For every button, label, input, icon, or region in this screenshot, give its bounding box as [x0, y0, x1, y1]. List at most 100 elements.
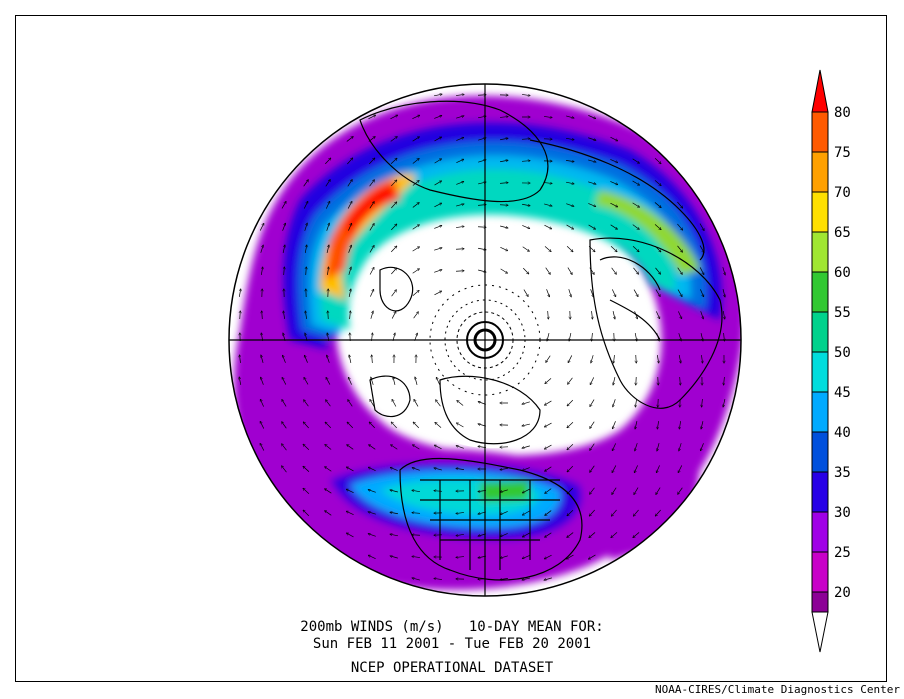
wind-arrow [548, 310, 549, 319]
colorbar-swatch [811, 151, 829, 193]
wind-arrow [390, 534, 398, 537]
wind-arrow [282, 223, 286, 231]
wind-arrow [434, 137, 441, 142]
wind-arrow [456, 204, 464, 207]
wind-arrow [546, 355, 551, 363]
wind-arrow [654, 245, 661, 252]
wind-arrow [436, 377, 440, 385]
wind-arrow [350, 311, 351, 320]
wind-arrow [566, 138, 574, 139]
wind-arrow [456, 468, 465, 469]
wind-arrow [610, 246, 617, 251]
wind-arrow [282, 377, 287, 385]
wind-arrow [567, 554, 574, 559]
wind-arrow [434, 226, 441, 229]
colorbar-tick-label: 30 [834, 505, 851, 521]
wind-arrow [699, 245, 704, 253]
wind-arrow [700, 311, 704, 319]
wind-arrow [456, 159, 463, 163]
colorbar-swatch [811, 351, 829, 393]
wind-arrow [521, 139, 530, 140]
wind-arrow [611, 267, 617, 274]
wind-arrow [522, 401, 530, 404]
wind-arrow [543, 183, 552, 184]
colorbar-swatch [811, 191, 829, 233]
wind-arrow [369, 202, 374, 209]
wind-arrow [325, 180, 330, 187]
wind-arrow [500, 533, 508, 536]
wind-arrow [566, 203, 574, 207]
wind-arrow [369, 246, 374, 253]
wind-arrow [634, 487, 639, 495]
wind-arrow [412, 225, 420, 230]
wind-arrow [677, 245, 683, 252]
colorbar-tick-label: 65 [834, 225, 851, 241]
wind-arrow [544, 224, 551, 229]
wind-arrow [368, 137, 375, 142]
colorbar-bottom-arrow [811, 611, 829, 653]
wind-arrow [390, 137, 397, 142]
wind-arrow [303, 466, 310, 472]
colorbar-tick-label: 20 [834, 585, 851, 601]
wind-arrow [723, 399, 726, 407]
colorbar-swatch [811, 111, 829, 153]
wind-arrow [259, 223, 264, 231]
wind-arrow [500, 225, 508, 228]
colorbar-tick-label: 75 [834, 145, 851, 161]
wind-vectors [239, 94, 725, 580]
wind-arrow [349, 355, 352, 363]
wind-arrow [327, 267, 328, 276]
wind-arrow [522, 225, 529, 228]
wind-arrow [610, 159, 617, 162]
wind-arrow [632, 180, 640, 185]
wind-arrow [328, 311, 329, 320]
wind-arrow [391, 422, 397, 429]
wind-arrow [590, 421, 595, 429]
wind-arrow [566, 115, 574, 118]
colorbar-tick-label: 40 [834, 425, 851, 441]
wind-arrow [347, 422, 354, 429]
wind-arrow [612, 421, 616, 428]
wind-arrow [391, 311, 396, 319]
wind-arrow [499, 183, 508, 184]
wind-arrow [545, 378, 552, 383]
wind-arrow [657, 420, 658, 429]
wind-arrow [434, 270, 442, 273]
wind-arrow [412, 556, 421, 557]
wind-arrow [567, 267, 572, 275]
wind-arrow [678, 465, 683, 472]
wind-arrow [282, 444, 287, 451]
wind-arrow [347, 180, 352, 187]
wind-arrow [523, 510, 530, 515]
wind-arrow [390, 115, 397, 120]
wind-arrow [544, 203, 552, 206]
wind-arrow [412, 290, 419, 296]
wind-arrow [390, 467, 398, 471]
wind-arrow [592, 310, 593, 319]
wind-arrow [412, 137, 420, 142]
wind-arrow [412, 159, 419, 164]
wind-arrow [521, 94, 530, 95]
wind-arrow [368, 490, 376, 493]
wind-arrow [522, 445, 530, 448]
wind-arrow [567, 444, 574, 449]
wind-arrow [522, 423, 530, 426]
wind-arrow [390, 512, 398, 515]
wind-arrow [677, 223, 682, 230]
wind-arrow [500, 468, 508, 469]
wind-arrow [654, 202, 661, 207]
wind-arrow [588, 224, 596, 229]
wind-arrow [391, 180, 396, 187]
wind-arrow [325, 201, 329, 209]
wind-arrow [522, 577, 530, 580]
wind-arrow [522, 555, 530, 558]
wind-arrow [434, 116, 441, 119]
wind-arrow [390, 556, 398, 559]
colorbar-tick-label: 50 [834, 345, 851, 361]
wind-arrow [611, 289, 615, 296]
wind-arrow [368, 512, 376, 515]
wind-arrow [612, 443, 616, 450]
wind-arrow [500, 268, 508, 273]
wind-arrow [656, 487, 661, 495]
wind-arrow [722, 311, 724, 319]
